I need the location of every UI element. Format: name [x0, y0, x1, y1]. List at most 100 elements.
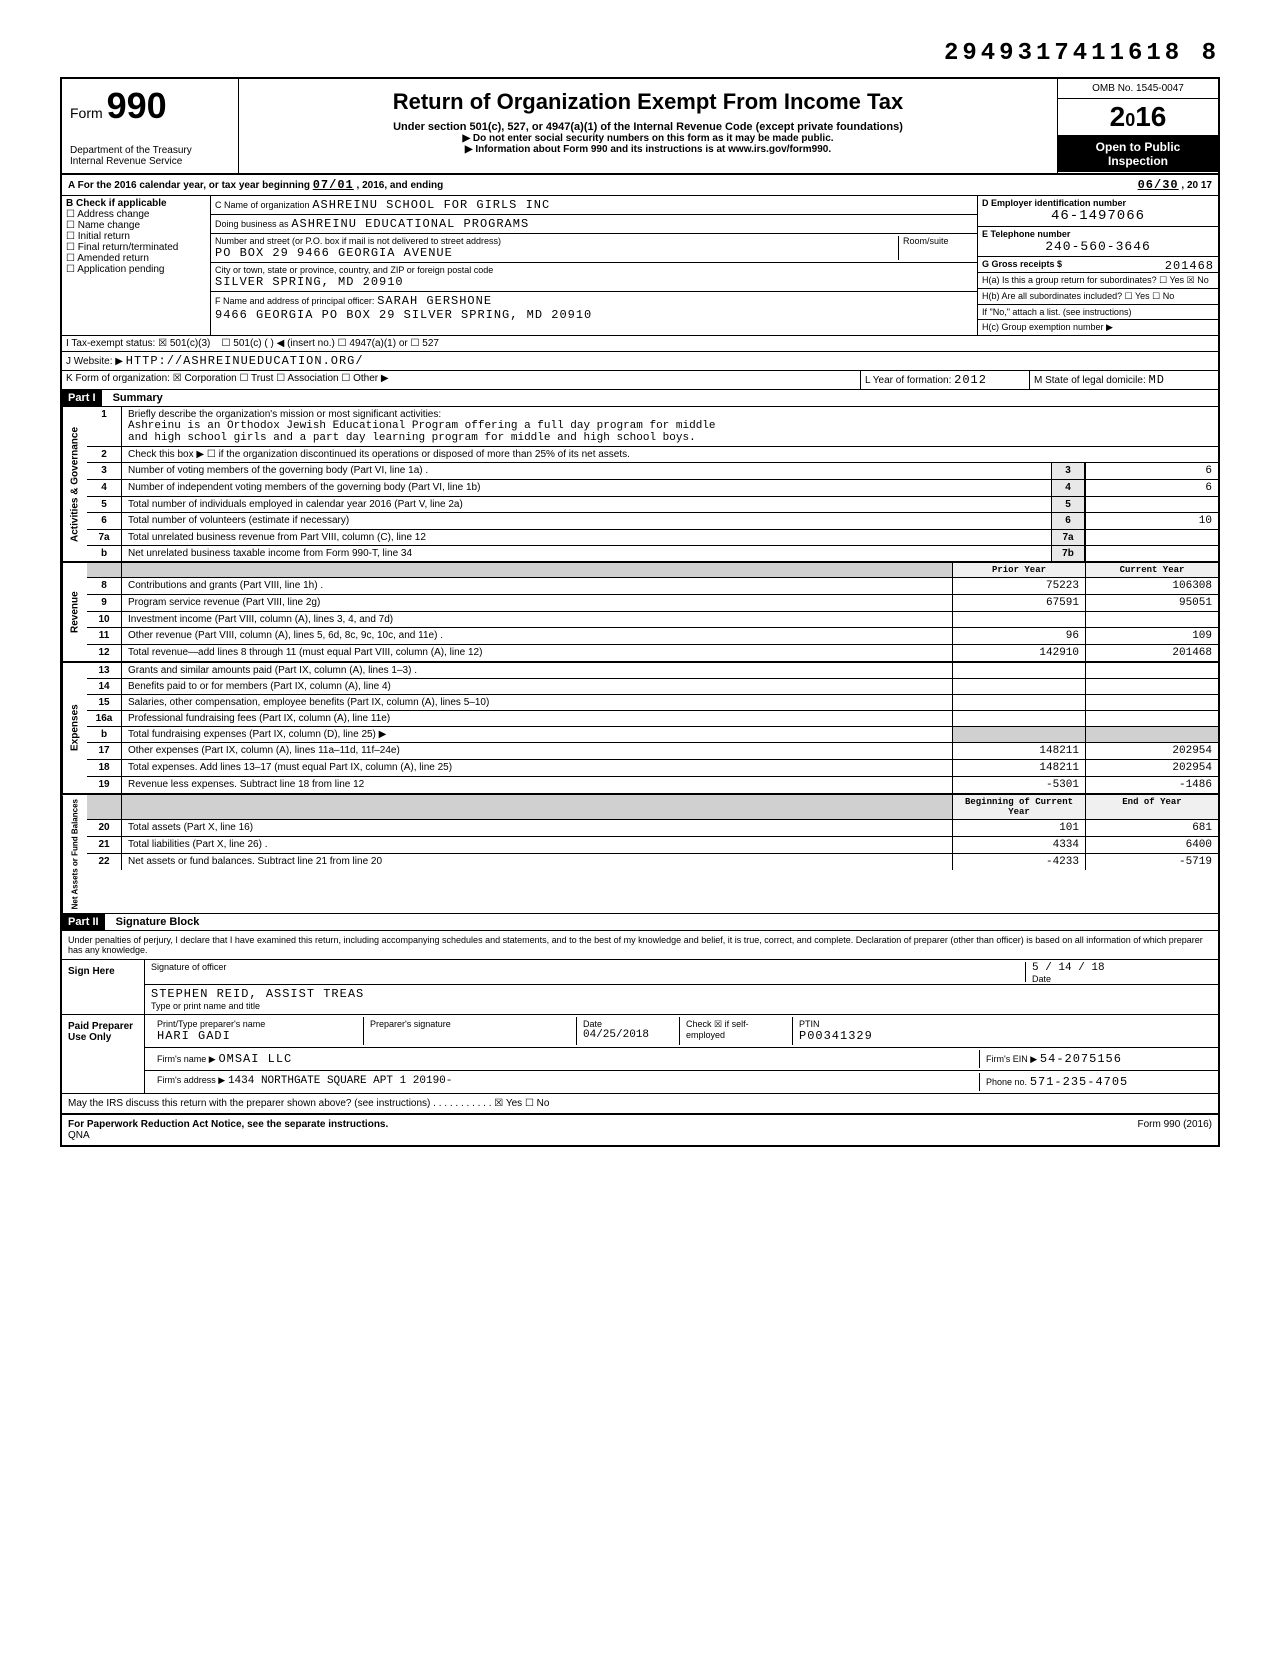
line11-current: 109 — [1085, 628, 1218, 644]
h-c-row: H(c) Group exemption number ▶ — [978, 320, 1218, 335]
line4-desc: Number of independent voting members of … — [122, 480, 1051, 496]
firm-name-label: Firm's name ▶ — [157, 1054, 216, 1064]
form-990-page: Form 990 Department of the Treasury Inte… — [60, 77, 1220, 1147]
chk-address-change[interactable]: Address change — [66, 209, 206, 220]
chk-name-change[interactable]: Name change — [66, 220, 206, 231]
chk-final-return[interactable]: Final return/terminated — [66, 242, 206, 253]
officer-address: 9466 GEORGIA PO BOX 29 SILVER SPRING, MD… — [215, 308, 973, 322]
sign-here-section: Sign Here Signature of officer 5 / 14 / … — [62, 960, 1218, 1015]
year-formation-value: 2012 — [954, 373, 987, 387]
dept-treasury: Department of the Treasury — [70, 145, 230, 156]
line20-current: 681 — [1085, 820, 1218, 836]
line16a-prior — [952, 711, 1085, 726]
line13-current — [1085, 663, 1218, 678]
chk-501c-other[interactable]: ☐ 501(c) ( ) ◀ (insert no.) ☐ 4947(a)(1)… — [222, 338, 439, 349]
line7a-desc: Total unrelated business revenue from Pa… — [122, 530, 1051, 545]
firm-name-value: OMSAI LLC — [218, 1052, 292, 1066]
chk-amended-return[interactable]: Amended return — [66, 253, 206, 264]
tax-exempt-label: I Tax-exempt status: — [66, 338, 155, 349]
header-right-block: OMB No. 1545-0047 20201616 Open to Publi… — [1057, 79, 1218, 173]
line2-desc: Check this box ▶ ☐ if the organization d… — [122, 447, 1218, 462]
chk-501c3[interactable]: ☒ 501(c)(3) — [158, 338, 210, 349]
line20-desc: Total assets (Part X, line 16) — [122, 820, 952, 836]
ein-label: D Employer identification number — [982, 198, 1214, 208]
form-number: 990 — [107, 85, 167, 126]
sign-here-label: Sign Here — [62, 960, 145, 1014]
footer-row: For Paperwork Reduction Act Notice, see … — [62, 1115, 1218, 1145]
city-label: City or town, state or province, country… — [215, 265, 973, 275]
signature-officer-label: Signature of officer — [151, 962, 1025, 972]
line22-desc: Net assets or fund balances. Subtract li… — [122, 854, 952, 870]
street-label: Number and street (or P.O. box if mail i… — [215, 236, 898, 246]
line-j: J Website: ▶ HTTP://ASHREINUEDUCATION.OR… — [62, 352, 1218, 371]
line8-desc: Contributions and grants (Part VIII, lin… — [122, 578, 952, 594]
line10-prior — [952, 612, 1085, 627]
form-warn2: ▶ Information about Form 990 and its ins… — [249, 144, 1047, 155]
form-id-block: Form 990 Department of the Treasury Inte… — [62, 79, 239, 173]
form-footer-right: Form 990 (2016) — [1138, 1119, 1212, 1141]
line4-value: 6 — [1085, 480, 1218, 496]
right-info-column: D Employer identification number 46-1497… — [978, 196, 1218, 335]
line16b-desc: Total fundraising expenses (Part IX, col… — [122, 727, 952, 742]
form-label: Form — [70, 105, 103, 121]
gross-value: 201468 — [1165, 259, 1214, 273]
phone-value: 240-560-3646 — [982, 239, 1214, 254]
line10-current — [1085, 612, 1218, 627]
preparer-sig-label: Preparer's signature — [370, 1019, 570, 1029]
current-year-header: Current Year — [1085, 563, 1218, 577]
form-warn1: ▶ Do not enter social security numbers o… — [249, 133, 1047, 144]
firm-phone-label: Phone no. — [986, 1077, 1027, 1087]
part-i-label: Part I — [62, 390, 102, 406]
line19-current: -1486 — [1085, 777, 1218, 793]
self-employed-check[interactable]: Check ☒ if self-employed — [680, 1017, 793, 1045]
form-header: Form 990 Department of the Treasury Inte… — [62, 79, 1218, 175]
prior-year-header: Prior Year — [952, 563, 1085, 577]
firm-address-value: 1434 NORTHGATE SQUARE APT 1 20190- — [228, 1075, 452, 1087]
side-governance: Activities & Governance — [62, 407, 87, 561]
line19-desc: Revenue less expenses. Subtract line 18 … — [122, 777, 952, 793]
h-b-row: H(b) Are all subordinates included? ☐ Ye… — [978, 289, 1218, 305]
omb-number: OMB No. 1545-0047 — [1058, 79, 1218, 99]
line6-desc: Total number of volunteers (estimate if … — [122, 513, 1051, 529]
line9-current: 95051 — [1085, 595, 1218, 611]
line20-prior: 101 — [952, 820, 1085, 836]
paid-preparer-section: Paid Preparer Use Only Print/Type prepar… — [62, 1015, 1218, 1094]
line16b-current — [1085, 727, 1218, 742]
line5-value — [1085, 497, 1218, 512]
dba-label: Doing business as — [215, 219, 289, 229]
line22-current: -5719 — [1085, 854, 1218, 870]
inspection: Inspection — [1062, 154, 1214, 168]
line9-prior: 67591 — [952, 595, 1085, 611]
end-year-header: End of Year — [1085, 795, 1218, 819]
line15-prior — [952, 695, 1085, 710]
line13-prior — [952, 663, 1085, 678]
line16a-desc: Professional fundraising fees (Part IX, … — [122, 711, 952, 726]
beginning-year-header: Beginning of Current Year — [952, 795, 1085, 819]
line15-current — [1085, 695, 1218, 710]
period-mid: , 2016, and ending — [357, 180, 444, 191]
preparer-name-label: Print/Type preparer's name — [157, 1019, 357, 1029]
sign-date-value: 5 / 14 / 18 — [1032, 962, 1105, 974]
line3-desc: Number of voting members of the governin… — [122, 463, 1051, 479]
part-ii-label: Part II — [62, 914, 105, 930]
line-k: K Form of organization: ☒ Corporation ☐ … — [62, 371, 1218, 390]
line12-desc: Total revenue—add lines 8 through 11 (mu… — [122, 645, 952, 661]
line7a-value — [1085, 530, 1218, 545]
line11-desc: Other revenue (Part VIII, column (A), li… — [122, 628, 952, 644]
line12-current: 201468 — [1085, 645, 1218, 661]
chk-initial-return[interactable]: Initial return — [66, 231, 206, 242]
line12-prior: 142910 — [952, 645, 1085, 661]
city-value: SILVER SPRING, MD 20910 — [215, 275, 973, 289]
chk-application-pending[interactable]: Application pending — [66, 264, 206, 275]
period-label: A For the 2016 calendar year, or tax yea… — [68, 180, 310, 191]
mission-line1: Ashreinu is an Orthodox Jewish Education… — [128, 420, 716, 432]
sign-date-label: Date — [1032, 974, 1051, 984]
website-value: HTTP://ASHREINUEDUCATION.ORG/ — [126, 354, 364, 368]
state-domicile-label: M State of legal domicile: — [1034, 375, 1146, 386]
line3-value: 6 — [1085, 463, 1218, 479]
line8-current: 106308 — [1085, 578, 1218, 594]
signature-block-title: Signature Block — [108, 916, 200, 928]
period-end-year: , 20 17 — [1181, 180, 1212, 191]
org-info-column: C Name of organization ASHREINU SCHOOL F… — [211, 196, 978, 335]
line9-desc: Program service revenue (Part VIII, line… — [122, 595, 952, 611]
